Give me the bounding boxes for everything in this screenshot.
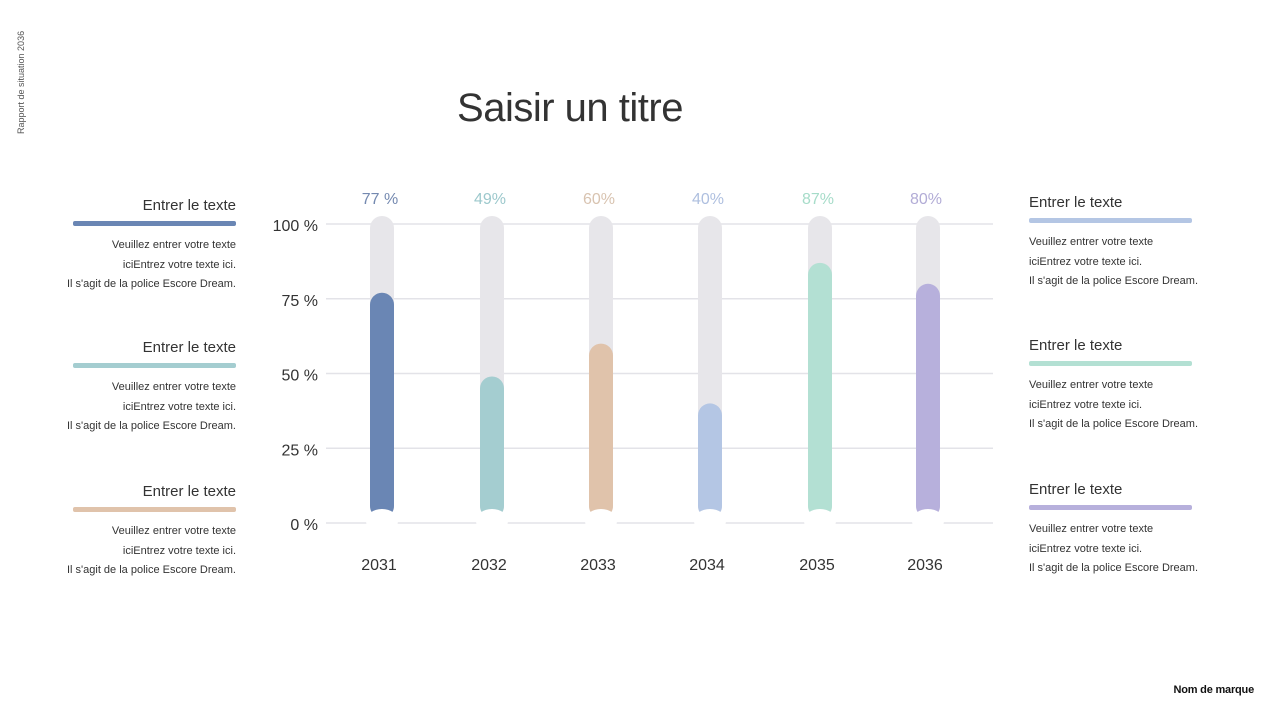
block-line: iciEntrez votre texte ici. xyxy=(122,258,236,271)
block-line: Il s'agit de la police Escore Dream. xyxy=(1029,275,1199,287)
data-label: 87% xyxy=(802,191,834,208)
block-heading: Entrer le texte xyxy=(1029,337,1123,354)
block-line: Il s'agit de la police Escore Dream. xyxy=(1029,562,1199,574)
block-heading: Entrer le texte xyxy=(142,483,236,500)
bar-base-cap xyxy=(912,509,944,533)
bar-base-cap xyxy=(585,509,617,533)
block-heading: Entrer le texte xyxy=(142,339,236,356)
block-line: Il s'agit de la police Escore Dream. xyxy=(66,278,236,290)
data-label: 80% xyxy=(910,191,942,208)
block-line: Il s'agit de la police Escore Dream. xyxy=(1029,418,1199,430)
y-tick-label: 25 % xyxy=(282,442,318,459)
bar-base-cap xyxy=(476,509,508,533)
brand-name: Nom de marque xyxy=(1173,684,1254,696)
bar-base-cap xyxy=(694,509,726,533)
data-label: 40% xyxy=(692,191,724,208)
block-accent-bar xyxy=(1029,218,1192,223)
block-text: Veuillez entrer votre texte iciEntrez vo… xyxy=(1029,233,1199,292)
x-tick-label: 2036 xyxy=(907,557,943,574)
block-text: Veuillez entrer votre texte iciEntrez vo… xyxy=(66,236,236,295)
block-line: Il s'agit de la police Escore Dream. xyxy=(66,564,236,576)
text-block-left-3: Entrer le texte Veuillez entrer votre te… xyxy=(66,483,236,581)
x-tick-label: 2033 xyxy=(580,557,616,574)
x-tick-label: 2034 xyxy=(689,557,725,574)
bar-base-cap xyxy=(804,509,836,533)
block-line: iciEntrez votre texte ici. xyxy=(1029,398,1143,411)
block-line: Veuillez entrer votre texte xyxy=(111,381,236,393)
bar-base-cap xyxy=(366,509,398,533)
y-tick-label: 75 % xyxy=(282,293,318,310)
bar xyxy=(698,403,722,518)
block-accent-bar xyxy=(1029,361,1192,366)
bar xyxy=(480,376,504,518)
bar xyxy=(808,262,832,518)
x-tick-label: 2035 xyxy=(799,557,835,574)
block-heading: Entrer le texte xyxy=(142,197,236,214)
block-line: Veuillez entrer votre texte xyxy=(111,525,236,537)
bar xyxy=(589,343,613,518)
text-block-right-1: Entrer le texte Veuillez entrer votre te… xyxy=(1029,194,1199,292)
block-text: Veuillez entrer votre texte iciEntrez vo… xyxy=(1029,376,1199,435)
text-block-right-2: Entrer le texte Veuillez entrer votre te… xyxy=(1029,337,1199,435)
block-line: Il s'agit de la police Escore Dream. xyxy=(66,420,236,432)
data-label: 49% xyxy=(474,191,506,208)
bar xyxy=(370,292,394,518)
block-line: Veuillez entrer votre texte xyxy=(111,239,236,251)
block-line: iciEntrez votre texte ici. xyxy=(122,400,236,413)
block-text: Veuillez entrer votre texte iciEntrez vo… xyxy=(1029,520,1199,579)
block-accent-bar xyxy=(73,363,236,368)
block-line: iciEntrez votre texte ici. xyxy=(1029,255,1143,268)
x-tick-label: 2031 xyxy=(361,557,397,574)
page-title: Saisir un titre xyxy=(457,86,683,130)
y-tick-label: 100 % xyxy=(273,218,318,235)
y-tick-label: 50 % xyxy=(282,368,318,385)
bar xyxy=(916,283,940,518)
data-label: 60% xyxy=(583,191,615,208)
block-accent-bar xyxy=(1029,505,1192,510)
block-line: Veuillez entrer votre texte xyxy=(1029,523,1154,535)
text-block-left-2: Entrer le texte Veuillez entrer votre te… xyxy=(66,339,236,437)
block-accent-bar xyxy=(73,507,236,512)
block-heading: Entrer le texte xyxy=(1029,194,1123,211)
block-line: Veuillez entrer votre texte xyxy=(1029,379,1154,391)
block-text: Veuillez entrer votre texte iciEntrez vo… xyxy=(66,522,236,581)
block-line: iciEntrez votre texte ici. xyxy=(122,544,236,557)
block-accent-bar xyxy=(73,221,236,226)
x-tick-label: 2032 xyxy=(471,557,507,574)
text-block-left-1: Entrer le texte Veuillez entrer votre te… xyxy=(66,197,236,295)
block-heading: Entrer le texte xyxy=(1029,481,1123,498)
block-line: iciEntrez votre texte ici. xyxy=(1029,542,1143,555)
y-tick-label: 0 % xyxy=(290,517,318,534)
data-label: 77 % xyxy=(362,191,398,208)
block-line: Veuillez entrer votre texte xyxy=(1029,236,1154,248)
block-text: Veuillez entrer votre texte iciEntrez vo… xyxy=(66,378,236,437)
text-block-right-3: Entrer le texte Veuillez entrer votre te… xyxy=(1029,481,1199,579)
